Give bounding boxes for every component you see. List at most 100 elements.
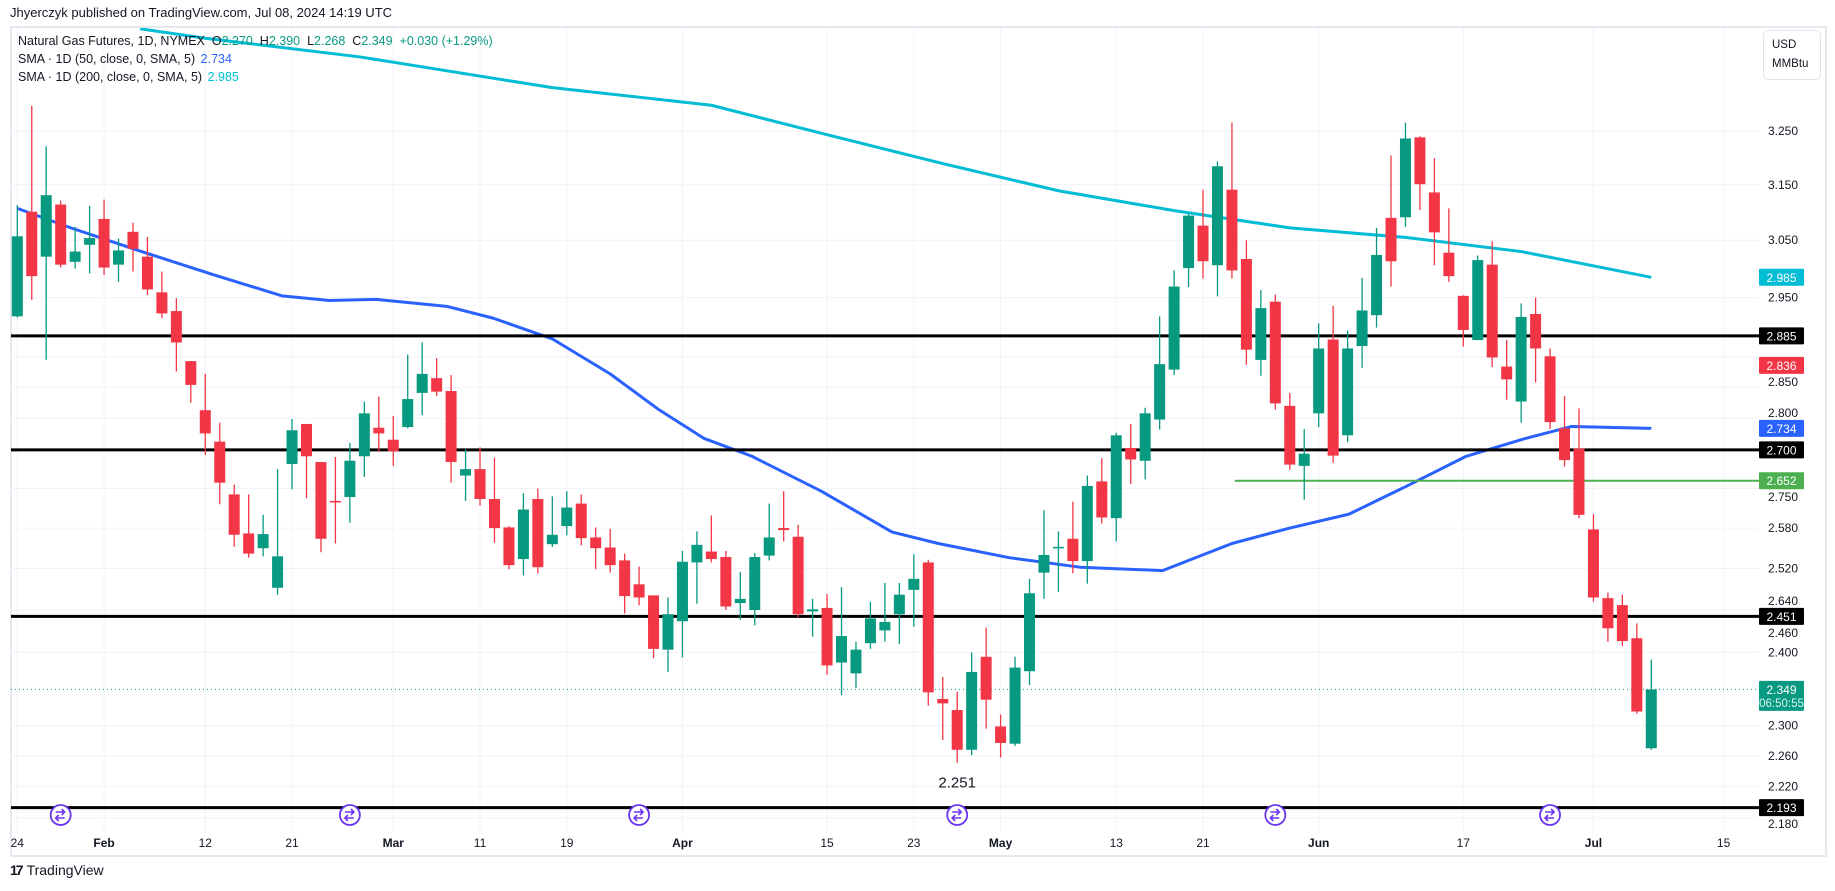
date-tick-label: Feb [93, 836, 114, 850]
candle-body [40, 195, 52, 257]
legend-sma200[interactable]: SMA · 1D (200, close, 0, SMA, 5) 2.985 [18, 70, 239, 84]
candle-body [1313, 348, 1325, 414]
arrows-icon [343, 808, 356, 822]
candle-body [301, 423, 312, 457]
sma50-line [16, 206, 1652, 573]
open-label: O [211, 34, 222, 48]
candle-body [1544, 356, 1556, 423]
candle-body [55, 204, 67, 265]
price-tick-label: 2.400 [1768, 645, 1798, 659]
candle-body [1371, 254, 1383, 316]
candle-body [1009, 667, 1021, 744]
candle-up [734, 571, 746, 620]
candle-body [691, 544, 703, 563]
price-tick-label: 2.580 [1768, 521, 1798, 535]
candle-down [228, 484, 240, 547]
close-label: C [352, 34, 362, 48]
candle-down [590, 527, 602, 570]
price-tick-label: 2.260 [1768, 749, 1798, 763]
grid [11, 28, 1759, 833]
badge-value: 2.836 [1766, 359, 1796, 373]
badge-value: 2.734 [1766, 422, 1796, 436]
candle-down [156, 271, 168, 319]
candle-up [1645, 659, 1657, 750]
candle-up [676, 550, 688, 658]
badge-value: 2.652 [1766, 474, 1796, 488]
event-circle [628, 804, 650, 826]
candle-up [84, 205, 96, 274]
low-value: 2.268 [314, 34, 346, 48]
candle-down [1269, 294, 1281, 410]
candle-body [416, 373, 428, 393]
candle-down [1226, 122, 1238, 279]
tradingview-logo[interactable]: 17 TradingView [10, 862, 104, 878]
candle-body [503, 527, 515, 566]
candle-body [763, 537, 775, 556]
candle-down [821, 594, 833, 675]
candle-up [40, 146, 52, 360]
candle-body [1139, 413, 1151, 461]
candle-body [460, 469, 472, 476]
candle-up [1081, 475, 1093, 584]
low-label: L [307, 34, 315, 48]
candle-body [84, 237, 96, 245]
price-tick-label: 3.150 [1768, 178, 1798, 192]
date-tick-label: 21 [285, 836, 299, 850]
chart-pane[interactable] [10, 26, 1827, 857]
candle-body [749, 556, 761, 611]
candle-down [1457, 295, 1469, 347]
candle-body [358, 413, 370, 457]
candle-body [778, 528, 790, 531]
candle-body [445, 391, 457, 463]
price-badge: 2.734 [1759, 419, 1804, 437]
rollover-event-icon[interactable] [946, 804, 969, 826]
candle-down [705, 515, 717, 563]
badge-value: 2.451 [1766, 610, 1796, 624]
candle-body [966, 671, 978, 750]
candle-body [662, 614, 674, 650]
candle-up [69, 226, 81, 269]
price-badge: 2.836 [1759, 356, 1804, 374]
candle-down [26, 105, 38, 300]
candle-down [445, 375, 457, 483]
legend-sma50[interactable]: SMA · 1D (50, close, 0, SMA, 5) 2.734 [18, 52, 232, 66]
candle-body [1052, 546, 1064, 549]
candle-up [1110, 432, 1122, 542]
legend-main: Natural Gas Futures, 1D, NYMEX O2.270 H2… [18, 34, 493, 48]
candle-body [980, 656, 992, 700]
candle-down [995, 714, 1007, 758]
candle-body [1197, 225, 1209, 262]
candle-body [1038, 554, 1050, 573]
price-tick-label: 3.250 [1768, 124, 1798, 138]
candle-body [1024, 593, 1035, 672]
date-tick-label: 13 [1110, 836, 1124, 850]
rollover-event-icon[interactable] [1264, 804, 1287, 826]
currency-unit-button[interactable]: USD MMBtu [1763, 30, 1821, 80]
candle-body [344, 460, 356, 498]
candle-up [1472, 255, 1484, 341]
candle-up [893, 582, 905, 644]
symbol-title[interactable]: Natural Gas Futures, 1D, NYMEX [18, 34, 205, 48]
event-circle [1539, 804, 1561, 826]
price-axis[interactable]: 3.250 3.150 3.050 2.950 2.850 2.800 2.750 2.640… [1768, 124, 1798, 831]
date-tick-label: Jun [1308, 836, 1329, 850]
candle-up [1298, 428, 1310, 500]
rollover-event-icon[interactable] [338, 804, 361, 826]
candle-body [908, 578, 920, 590]
candle-down [503, 526, 515, 570]
rollover-event-icon[interactable] [628, 804, 650, 826]
candle-up [1154, 316, 1166, 430]
date-tick-label: 17 [1457, 836, 1471, 850]
candle-body [1269, 301, 1281, 404]
candle-down [720, 550, 732, 611]
date-tick-label: Apr [672, 836, 693, 850]
candle-down [387, 415, 399, 466]
time-axis[interactable]: 24 Feb 12 21 Mar 11 19 Apr 15 23 May 13 21 Jun 17 Jul 15 [11, 836, 1731, 850]
rollover-event-icon[interactable] [1539, 804, 1561, 826]
candle-up [763, 503, 775, 561]
candle-up [1399, 122, 1411, 227]
candle-up [1038, 510, 1050, 599]
rollover-event-icon[interactable] [49, 804, 72, 826]
candle-up [836, 587, 848, 696]
